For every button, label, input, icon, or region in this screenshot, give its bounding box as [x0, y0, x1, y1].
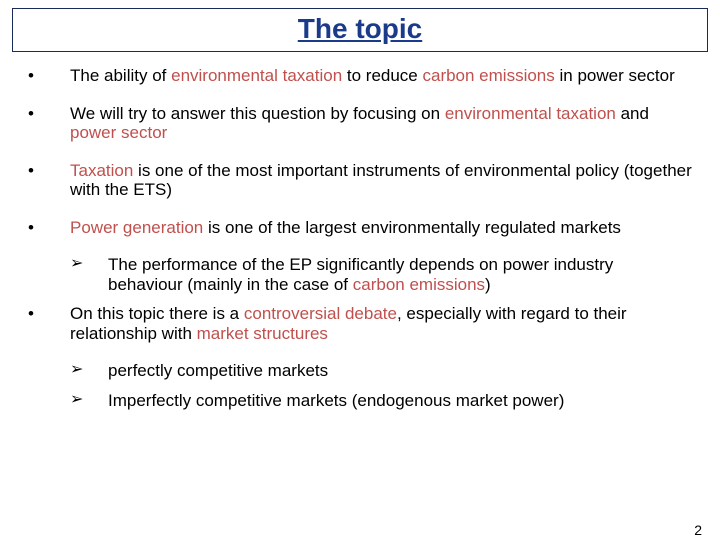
bullet-item: •Taxation is one of the most important i… [28, 161, 692, 200]
bullet-text: Taxation is one of the most important in… [70, 161, 692, 200]
sub-bullet-text: perfectly competitive markets [108, 361, 692, 381]
sub-bullet-marker: ➢ [70, 361, 108, 381]
highlight-text: environmental taxation [171, 66, 342, 85]
bullet-item: •On this topic there is a controversial … [28, 304, 692, 343]
highlight-text: environmental taxation [445, 104, 616, 123]
body-text: is one of the most important instruments… [70, 161, 692, 200]
bullet-text: On this topic there is a controversial d… [70, 304, 692, 343]
bullet-marker: • [28, 304, 70, 343]
title-box: The topic [12, 8, 708, 52]
content-area: •The ability of environmental taxation t… [0, 52, 720, 411]
body-text: is one of the largest environmentally re… [203, 218, 621, 237]
bullet-item: •We will try to answer this question by … [28, 104, 692, 143]
body-text: The ability of [70, 66, 171, 85]
bullet-text: We will try to answer this question by f… [70, 104, 692, 143]
body-text: in power sector [555, 66, 675, 85]
highlight-text: Taxation [70, 161, 133, 180]
page-number: 2 [694, 522, 702, 538]
bullet-marker: • [28, 161, 70, 200]
bullet-item: •Power generation is one of the largest … [28, 218, 692, 238]
body-text: Imperfectly competitive markets (endogen… [108, 391, 564, 410]
sub-bullet-marker: ➢ [70, 255, 108, 294]
body-text: ) [485, 275, 491, 294]
highlight-text: market structures [197, 324, 328, 343]
sub-bullet-item: ➢perfectly competitive markets [70, 361, 692, 381]
highlight-text: controversial debate [244, 304, 397, 323]
bullet-item: •The ability of environmental taxation t… [28, 66, 692, 86]
sub-bullet-item: ➢The performance of the EP significantly… [70, 255, 692, 294]
highlight-text: Power generation [70, 218, 203, 237]
sub-bullet-text: Imperfectly competitive markets (endogen… [108, 391, 692, 411]
bullet-marker: • [28, 66, 70, 86]
body-text: On this topic there is a [70, 304, 244, 323]
body-text: to reduce [342, 66, 422, 85]
sub-bullet-marker: ➢ [70, 391, 108, 411]
sub-bullet-text: The performance of the EP significantly … [108, 255, 692, 294]
highlight-text: carbon emissions [422, 66, 554, 85]
highlight-text: carbon emissions [353, 275, 485, 294]
bullet-text: The ability of environmental taxation to… [70, 66, 692, 86]
bullet-marker: • [28, 218, 70, 238]
bullet-text: Power generation is one of the largest e… [70, 218, 692, 238]
sub-bullet-item: ➢Imperfectly competitive markets (endoge… [70, 391, 692, 411]
slide-title: The topic [298, 13, 422, 44]
highlight-text: power sector [70, 123, 167, 142]
body-text: We will try to answer this question by f… [70, 104, 445, 123]
body-text: perfectly competitive markets [108, 361, 328, 380]
body-text: and [616, 104, 649, 123]
bullet-marker: • [28, 104, 70, 143]
